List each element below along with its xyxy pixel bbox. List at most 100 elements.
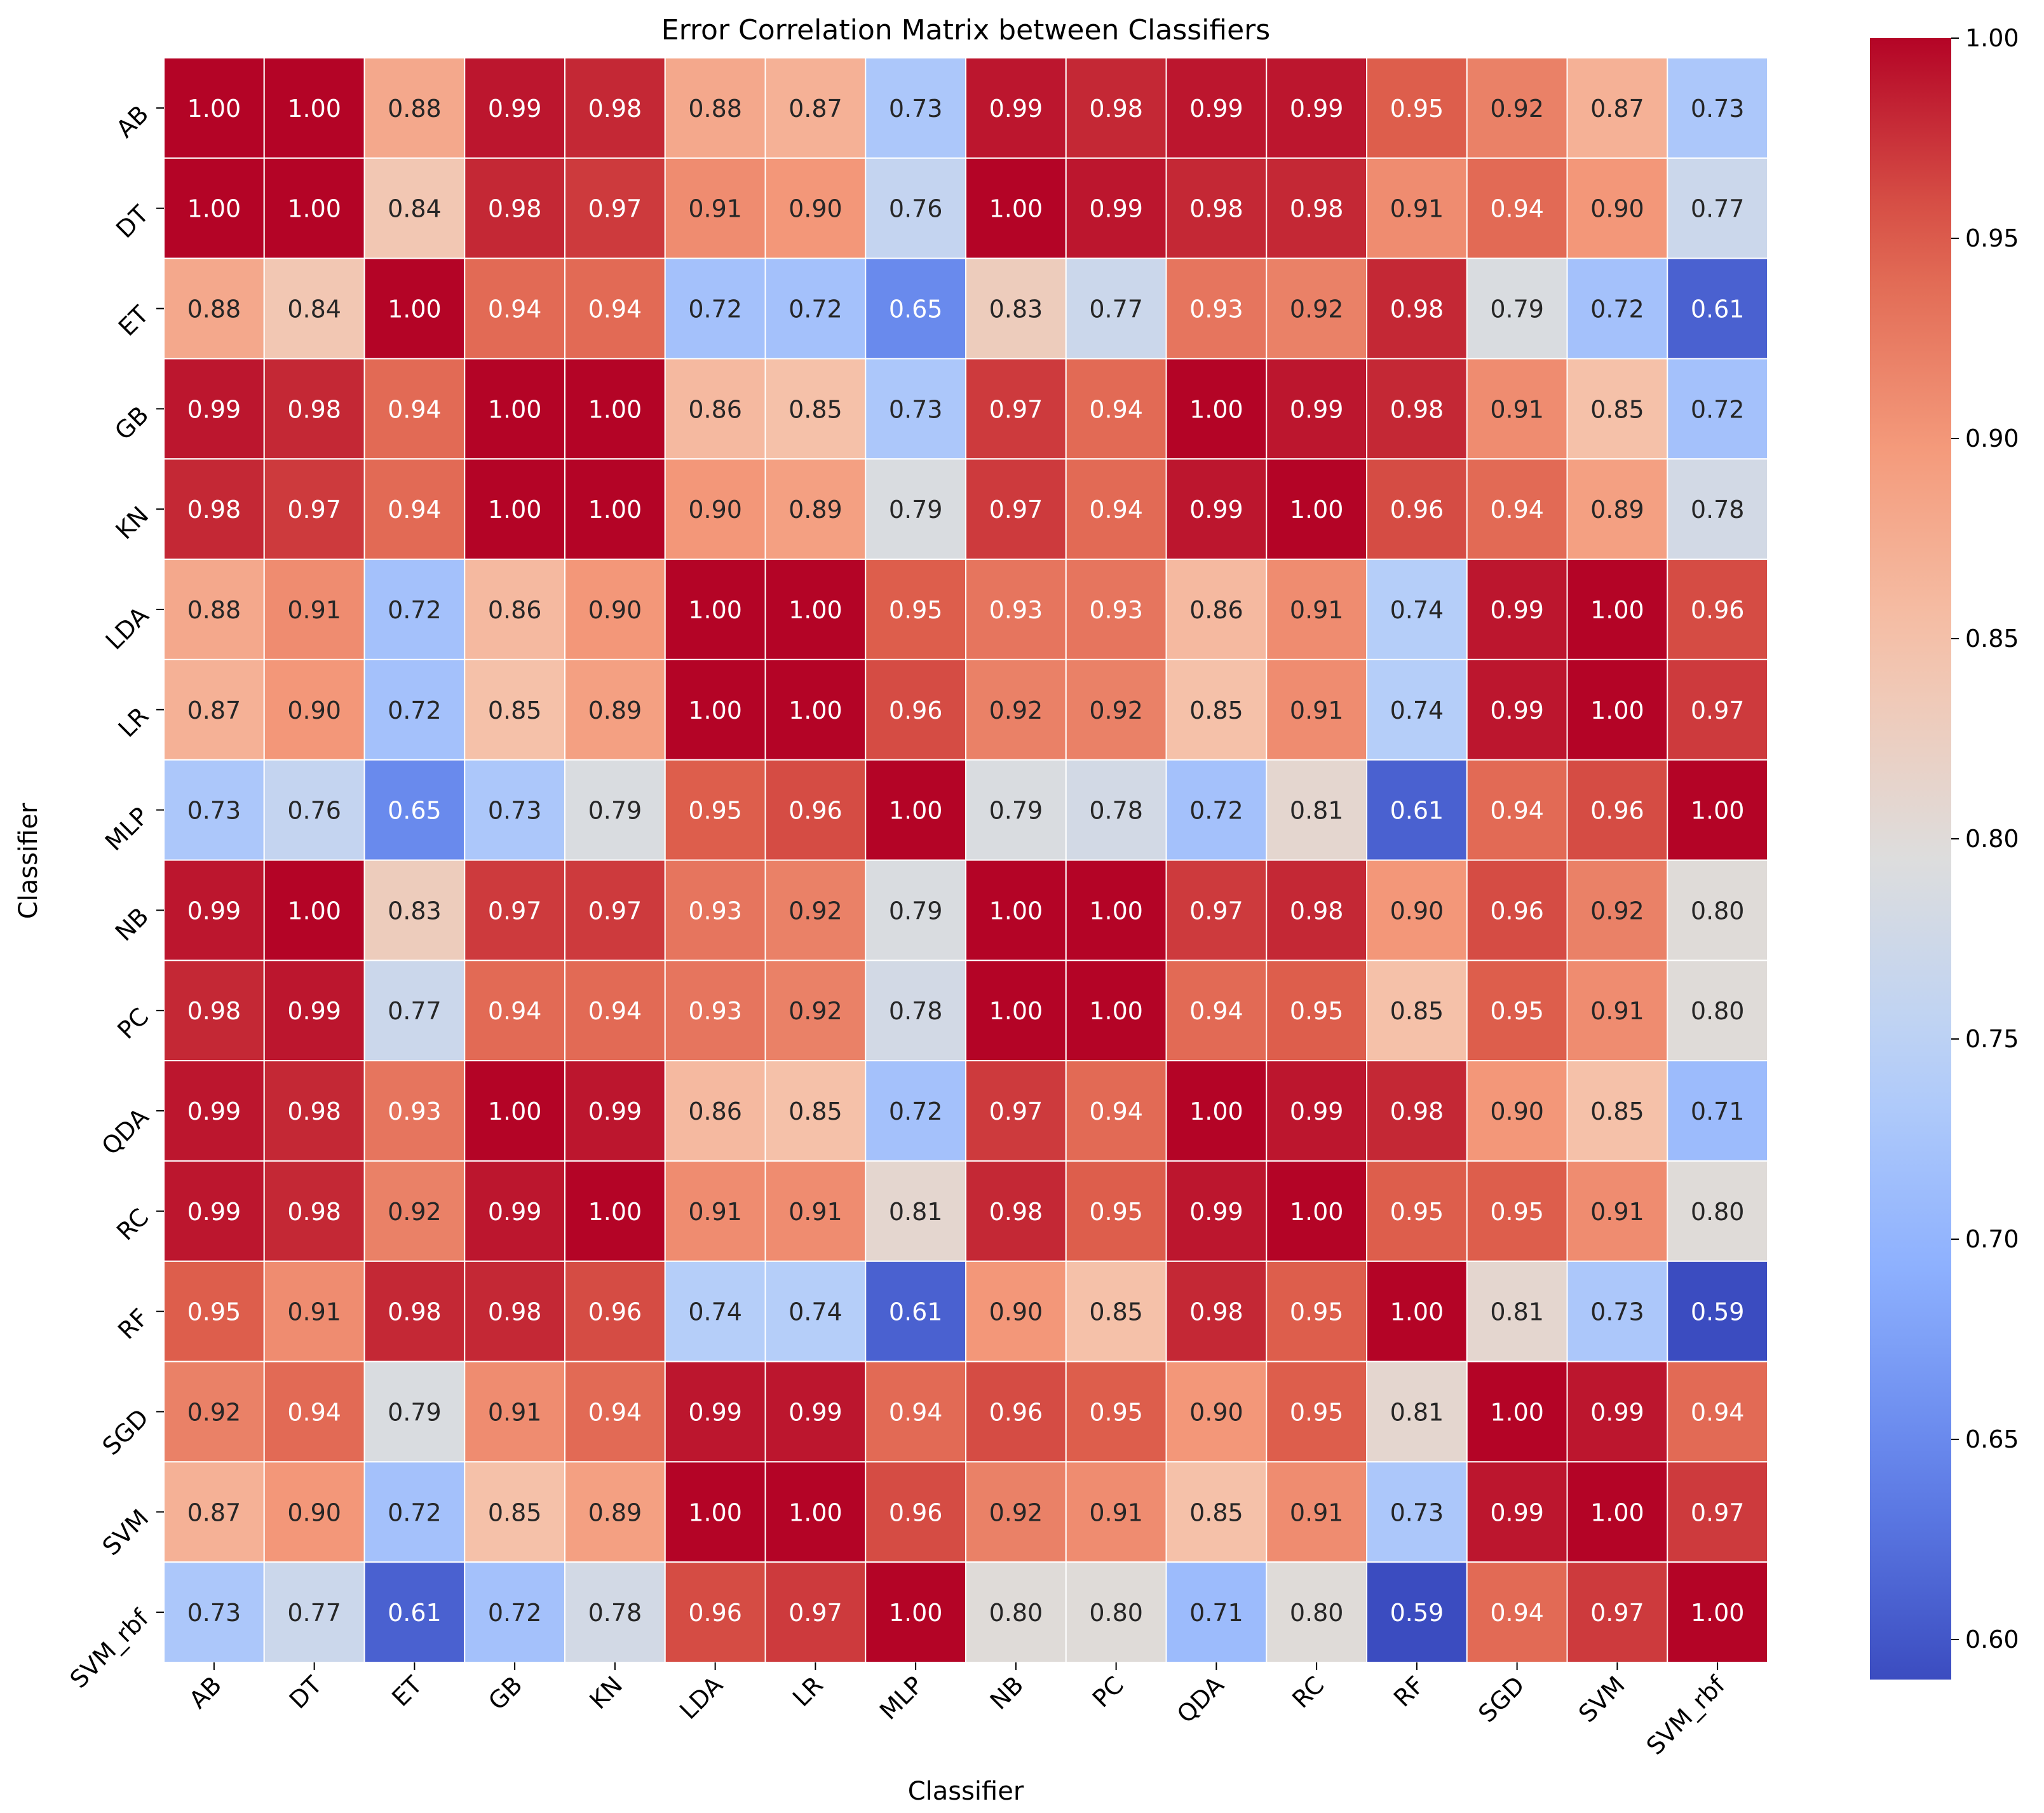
heatmap-cell bbox=[1065, 759, 1167, 861]
cell-value-label: 1.00 bbox=[488, 395, 542, 423]
cell-value-label: 0.80 bbox=[1691, 1198, 1745, 1226]
cell-value-label: 0.94 bbox=[488, 997, 542, 1025]
cell-value-label: 0.74 bbox=[1390, 696, 1444, 724]
heatmap-cell bbox=[764, 559, 867, 660]
heatmap-cell bbox=[1566, 257, 1668, 360]
heatmap-cell bbox=[1266, 1561, 1367, 1663]
cell-value-label: 0.90 bbox=[1189, 1398, 1243, 1426]
heatmap-cell bbox=[1566, 1060, 1668, 1162]
heatmap-cell bbox=[163, 759, 265, 861]
cell-value-label: 1.00 bbox=[1189, 395, 1243, 423]
cell-value-label: 0.91 bbox=[688, 1198, 742, 1226]
cell-value-label: 1.00 bbox=[1290, 1198, 1344, 1226]
cell-value-label: 1.00 bbox=[989, 997, 1043, 1025]
cell-value-label: 1.00 bbox=[688, 596, 742, 624]
colorbar: 0.60 0.65 0.70 0.75 0.80 0.85 0.90 0.95 1.00 bbox=[1870, 24, 2019, 1680]
heatmap-cell bbox=[1566, 1260, 1668, 1362]
heatmap-cell bbox=[1466, 1060, 1568, 1162]
cell-value-label: 1.00 bbox=[989, 195, 1043, 223]
cell-value-label: 0.97 bbox=[989, 496, 1043, 524]
cell-value-label: 0.89 bbox=[1590, 496, 1644, 524]
cell-value-label: 0.99 bbox=[1189, 496, 1243, 524]
heatmap-cell bbox=[363, 1361, 466, 1463]
cell-value-label: 0.79 bbox=[1490, 295, 1544, 323]
cell-value-label: 1.00 bbox=[187, 195, 241, 223]
heatmap-cell bbox=[1266, 157, 1367, 259]
cell-value-label: 1.00 bbox=[588, 1198, 642, 1226]
cell-value-label: 0.94 bbox=[1490, 797, 1544, 825]
heatmap-cell bbox=[764, 1060, 867, 1162]
cell-value-label: 0.95 bbox=[1490, 997, 1544, 1025]
cell-value-label: 0.91 bbox=[1290, 1498, 1344, 1526]
heatmap-cell bbox=[865, 1160, 966, 1262]
cell-value-label: 0.78 bbox=[588, 1599, 642, 1627]
cell-value-label: 0.94 bbox=[1089, 395, 1143, 423]
heatmap-cell bbox=[464, 1060, 565, 1162]
heatmap-cell bbox=[163, 1361, 265, 1463]
cell-value-label: 1.00 bbox=[588, 395, 642, 423]
cell-value-label: 0.99 bbox=[1290, 95, 1344, 123]
x-tick-label: QDA bbox=[1172, 1671, 1229, 1728]
cell-value-label: 0.59 bbox=[1390, 1599, 1444, 1627]
heatmap-cell bbox=[1667, 358, 1768, 460]
x-axis: AB DT ET GB KN LDA LR MLP NB PC QDA RC RF SGD SVM SVM_r… bbox=[184, 1662, 1731, 1760]
cell-value-label: 0.93 bbox=[688, 997, 742, 1025]
heatmap-cell bbox=[263, 658, 365, 761]
heatmap-cell bbox=[664, 1461, 766, 1563]
cell-value-label: 0.72 bbox=[388, 696, 442, 724]
heatmap-cell bbox=[865, 257, 966, 360]
heatmap-cell bbox=[363, 658, 466, 761]
cell-value-label: 0.95 bbox=[889, 596, 943, 624]
heatmap-cell bbox=[363, 960, 466, 1062]
cell-value-label: 0.71 bbox=[1189, 1599, 1243, 1627]
heatmap-cell bbox=[664, 859, 766, 961]
cell-value-label: 0.94 bbox=[1490, 1599, 1544, 1627]
cell-value-label: 0.98 bbox=[187, 997, 241, 1025]
cell-value-label: 0.79 bbox=[889, 496, 943, 524]
cell-value-label: 1.00 bbox=[889, 797, 943, 825]
cell-value-label: 1.00 bbox=[1189, 1097, 1243, 1125]
cell-value-label: 0.92 bbox=[187, 1398, 241, 1426]
cell-value-label: 0.97 bbox=[488, 897, 542, 925]
heatmap-cell bbox=[263, 1361, 365, 1463]
heatmap-cell bbox=[1466, 1561, 1568, 1663]
heatmap-cell bbox=[263, 1160, 365, 1262]
cell-value-label: 1.00 bbox=[788, 1498, 843, 1526]
heatmap-cell bbox=[464, 960, 565, 1062]
cell-value-label: 0.94 bbox=[1490, 195, 1544, 223]
heatmap-cell bbox=[163, 1260, 265, 1362]
heatmap-cell bbox=[263, 1461, 365, 1563]
heatmap-cell bbox=[865, 458, 966, 560]
heatmap-cell bbox=[965, 759, 1067, 861]
x-tick-label: MLP bbox=[874, 1671, 928, 1725]
heatmap-cell bbox=[664, 358, 766, 460]
cell-value-label: 0.73 bbox=[1390, 1498, 1444, 1526]
cell-value-label: 0.95 bbox=[1290, 997, 1344, 1025]
cell-value-label: 1.00 bbox=[788, 596, 843, 624]
cell-value-label: 0.79 bbox=[388, 1398, 442, 1426]
heatmap-cell bbox=[263, 57, 365, 159]
cell-value-label: 0.90 bbox=[588, 596, 642, 624]
cell-value-label: 0.91 bbox=[788, 1198, 843, 1226]
y-tick-label: SGD bbox=[97, 1404, 154, 1461]
cell-value-label: 0.92 bbox=[788, 897, 843, 925]
heatmap-cell bbox=[163, 1461, 265, 1563]
heatmap-cell bbox=[865, 1361, 966, 1463]
heatmap-cell bbox=[1165, 1160, 1268, 1262]
x-tick-label: LDA bbox=[674, 1671, 728, 1725]
heatmap-cell bbox=[163, 57, 265, 159]
cell-value-label: 1.00 bbox=[1590, 596, 1644, 624]
cell-value-label: 1.00 bbox=[1390, 1298, 1444, 1326]
cell-value-label: 0.73 bbox=[889, 95, 943, 123]
x-tick-label: LR bbox=[787, 1671, 829, 1712]
heatmap-cell bbox=[464, 257, 565, 360]
cell-value-label: 0.72 bbox=[688, 295, 742, 323]
heatmap-cell bbox=[1366, 960, 1468, 1062]
heatmap-cell bbox=[363, 458, 466, 560]
cell-value-label: 0.77 bbox=[1089, 295, 1143, 323]
cell-value-label: 1.00 bbox=[1490, 1398, 1544, 1426]
y-axis-label: Classifier bbox=[14, 803, 43, 919]
cell-value-label: 0.91 bbox=[1590, 1198, 1644, 1226]
cell-value-label: 0.97 bbox=[1691, 1498, 1745, 1526]
cell-value-label: 0.73 bbox=[889, 395, 943, 423]
